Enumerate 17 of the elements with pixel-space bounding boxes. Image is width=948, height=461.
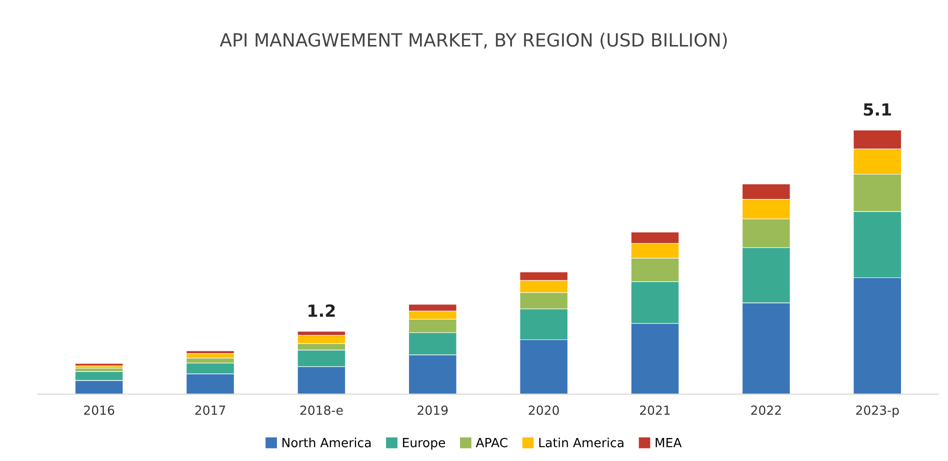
x-tick-label: 2020 xyxy=(528,405,559,415)
bar xyxy=(74,363,124,366)
legend-label: MEA xyxy=(656,438,682,448)
legend-label: Latin America xyxy=(539,438,624,448)
legend-label: North America xyxy=(282,438,371,448)
legend-label: APAC xyxy=(476,438,508,448)
x-tick-label: 2017 xyxy=(195,405,226,415)
annotation: 1.2 xyxy=(308,304,335,317)
chart-title: API MANAGWEMENT MARKET, BY REGION (USD BILLION) xyxy=(220,32,727,49)
x-tick-label: 2018-e xyxy=(300,405,343,415)
x-tick-label: 2023-p xyxy=(856,405,899,418)
annotation: 5.1 xyxy=(864,103,891,116)
x-tick-label: 2016 xyxy=(84,405,114,415)
x-tick-label: 2019 xyxy=(418,405,448,415)
legend-label: Europe xyxy=(402,438,446,450)
x-tick-label: 2021 xyxy=(640,405,670,415)
x-tick-label: 2022 xyxy=(751,405,781,415)
